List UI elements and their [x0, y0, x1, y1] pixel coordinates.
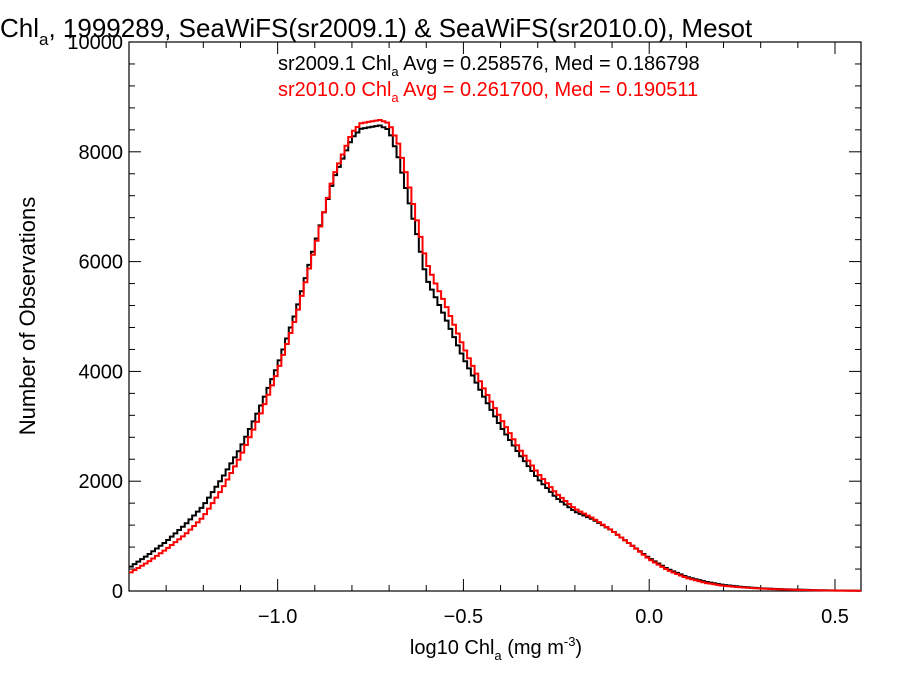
y-axis-label: Number of Observations	[15, 197, 40, 435]
y-tick-label: 0	[112, 581, 123, 603]
series-line-0	[129, 124, 861, 592]
series-lines	[129, 118, 861, 592]
x-tick-label: 0.5	[821, 606, 849, 628]
plot-frame	[128, 41, 862, 592]
tick-labels: −1.0 −0.5 0.0 0.5 0 2000 4000 6000 8000 10000	[67, 32, 849, 628]
y-tick-label: 8000	[79, 142, 124, 164]
legend-entry-sr2010: sr2010.0 Chla Avg = 0.261700, Med = 0.19…	[278, 79, 698, 105]
x-axis-label: log10 Chla (mg m-3)	[410, 634, 582, 663]
y-tick-label: 4000	[79, 361, 124, 383]
chart-title: Chla, 1999289, SeaWiFS(sr2009.1) & SeaWi…	[0, 13, 753, 49]
y-tick-label: 2000	[79, 471, 124, 493]
legend-entry-sr2009: sr2009.1 Chla Avg = 0.258576, Med = 0.18…	[278, 53, 700, 79]
y-tick-label: 6000	[79, 252, 124, 274]
x-tick-label: 0.0	[635, 606, 663, 628]
x-tick-label: −0.5	[444, 606, 483, 628]
series-line-1	[129, 118, 861, 592]
axis-ticks	[128, 41, 861, 592]
y-tick-label: 10000	[67, 32, 123, 54]
x-tick-label: −1.0	[258, 606, 297, 628]
